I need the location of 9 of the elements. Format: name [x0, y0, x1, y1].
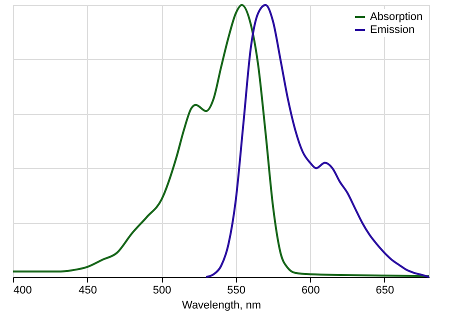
- legend-label: Emission: [370, 24, 415, 36]
- x-tick-label: 550: [227, 284, 246, 296]
- x-tick-label: 500: [152, 284, 172, 296]
- x-axis-title: Wavelength, nm: [182, 300, 262, 312]
- x-tick-label: 650: [376, 284, 394, 296]
- x-tick-label: 400: [14, 284, 32, 296]
- x-tick-label: 600: [301, 284, 320, 296]
- x-tick-label: 450: [78, 284, 97, 296]
- legend-label: Absorption: [370, 11, 423, 23]
